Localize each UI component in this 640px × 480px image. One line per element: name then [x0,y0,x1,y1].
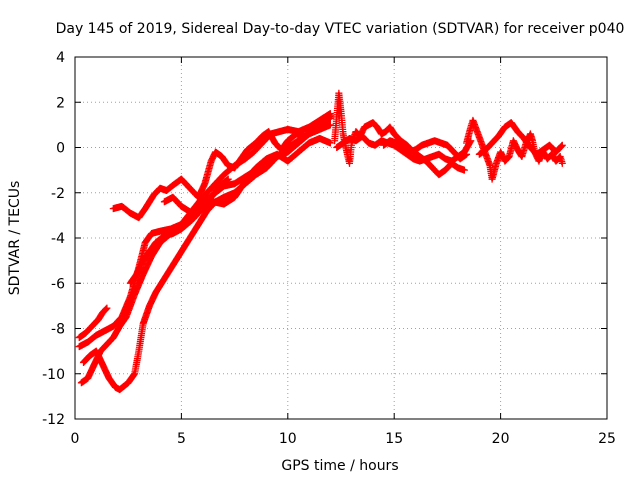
data-point [460,166,468,174]
y-tick-label: -2 [51,186,65,202]
ticks [74,56,608,420]
data-point [326,114,334,122]
y-tick-label: 4 [56,50,65,66]
x-tick-label: 0 [71,431,80,447]
data-point [558,141,566,149]
x-tick-label: 5 [177,431,186,447]
series-12 [475,119,566,158]
y-tick-label: -10 [42,367,65,383]
series-5 [109,114,334,222]
y-tick-label: 0 [56,141,65,157]
series-8 [331,89,468,179]
x-tick-label: 25 [598,431,616,447]
y-tick-label: -4 [51,231,65,247]
data-point [326,121,334,129]
x-tick-label: 20 [492,431,510,447]
data-point [463,150,471,158]
x-axis-label: GPS time / hours [281,458,398,474]
y-tick-label: -12 [42,412,65,428]
x-tick-label: 10 [279,431,297,447]
data-point [224,175,232,183]
y-tick-label: 2 [56,95,65,111]
data-point [102,306,110,314]
data-point [326,139,334,147]
series-1 [75,304,111,342]
chart-title: Day 145 of 2019, Sidereal Day-to-day VTE… [56,21,625,37]
tick-labels: 0 5 10 15 20 25 -12 -10 -8 -6 -4 -2 0 2 4 [42,50,616,447]
series-7 [126,175,232,287]
y-tick-label: -8 [51,322,65,338]
data-points [75,89,566,394]
series-10 [380,137,471,163]
y-tick-label: -6 [51,276,65,292]
data-point [558,159,566,167]
x-tick-label: 15 [385,431,403,447]
y-axis-label: SDTVAR / TECUs [7,181,23,296]
data-point [102,305,110,313]
data-point [103,304,111,312]
